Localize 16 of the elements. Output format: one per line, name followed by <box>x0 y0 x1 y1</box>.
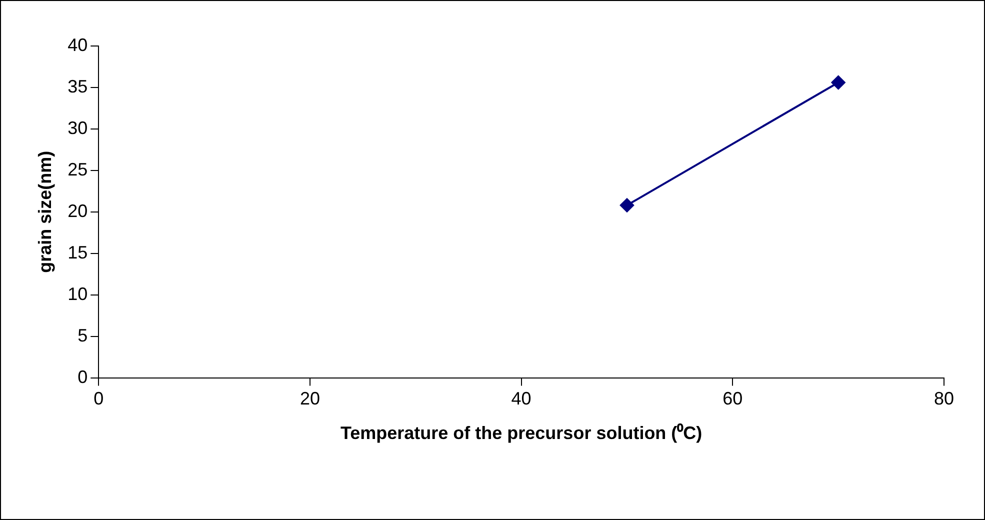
y-tick-label: 15 <box>68 242 88 262</box>
x-axis-title: Temperature of the precursor solution (⁰C) <box>340 423 702 444</box>
y-axis-title: grain size(nm) <box>34 150 55 273</box>
x-tick-label: 40 <box>511 388 532 409</box>
y-tick-label: 20 <box>68 200 88 221</box>
y-tick-label: 25 <box>68 159 88 180</box>
x-tick-label: 0 <box>94 388 104 409</box>
y-tick-label: 5 <box>78 325 88 346</box>
y-tick-label: 35 <box>68 76 88 96</box>
x-tick-label: 60 <box>722 388 743 409</box>
x-tick-label: 20 <box>300 388 320 409</box>
x-tick-label: 80 <box>934 388 954 409</box>
y-tick-label: 0 <box>78 366 88 387</box>
y-tick-label: 10 <box>68 284 88 304</box>
y-tick-label: 30 <box>68 118 88 138</box>
y-tick-label: 40 <box>68 34 88 55</box>
